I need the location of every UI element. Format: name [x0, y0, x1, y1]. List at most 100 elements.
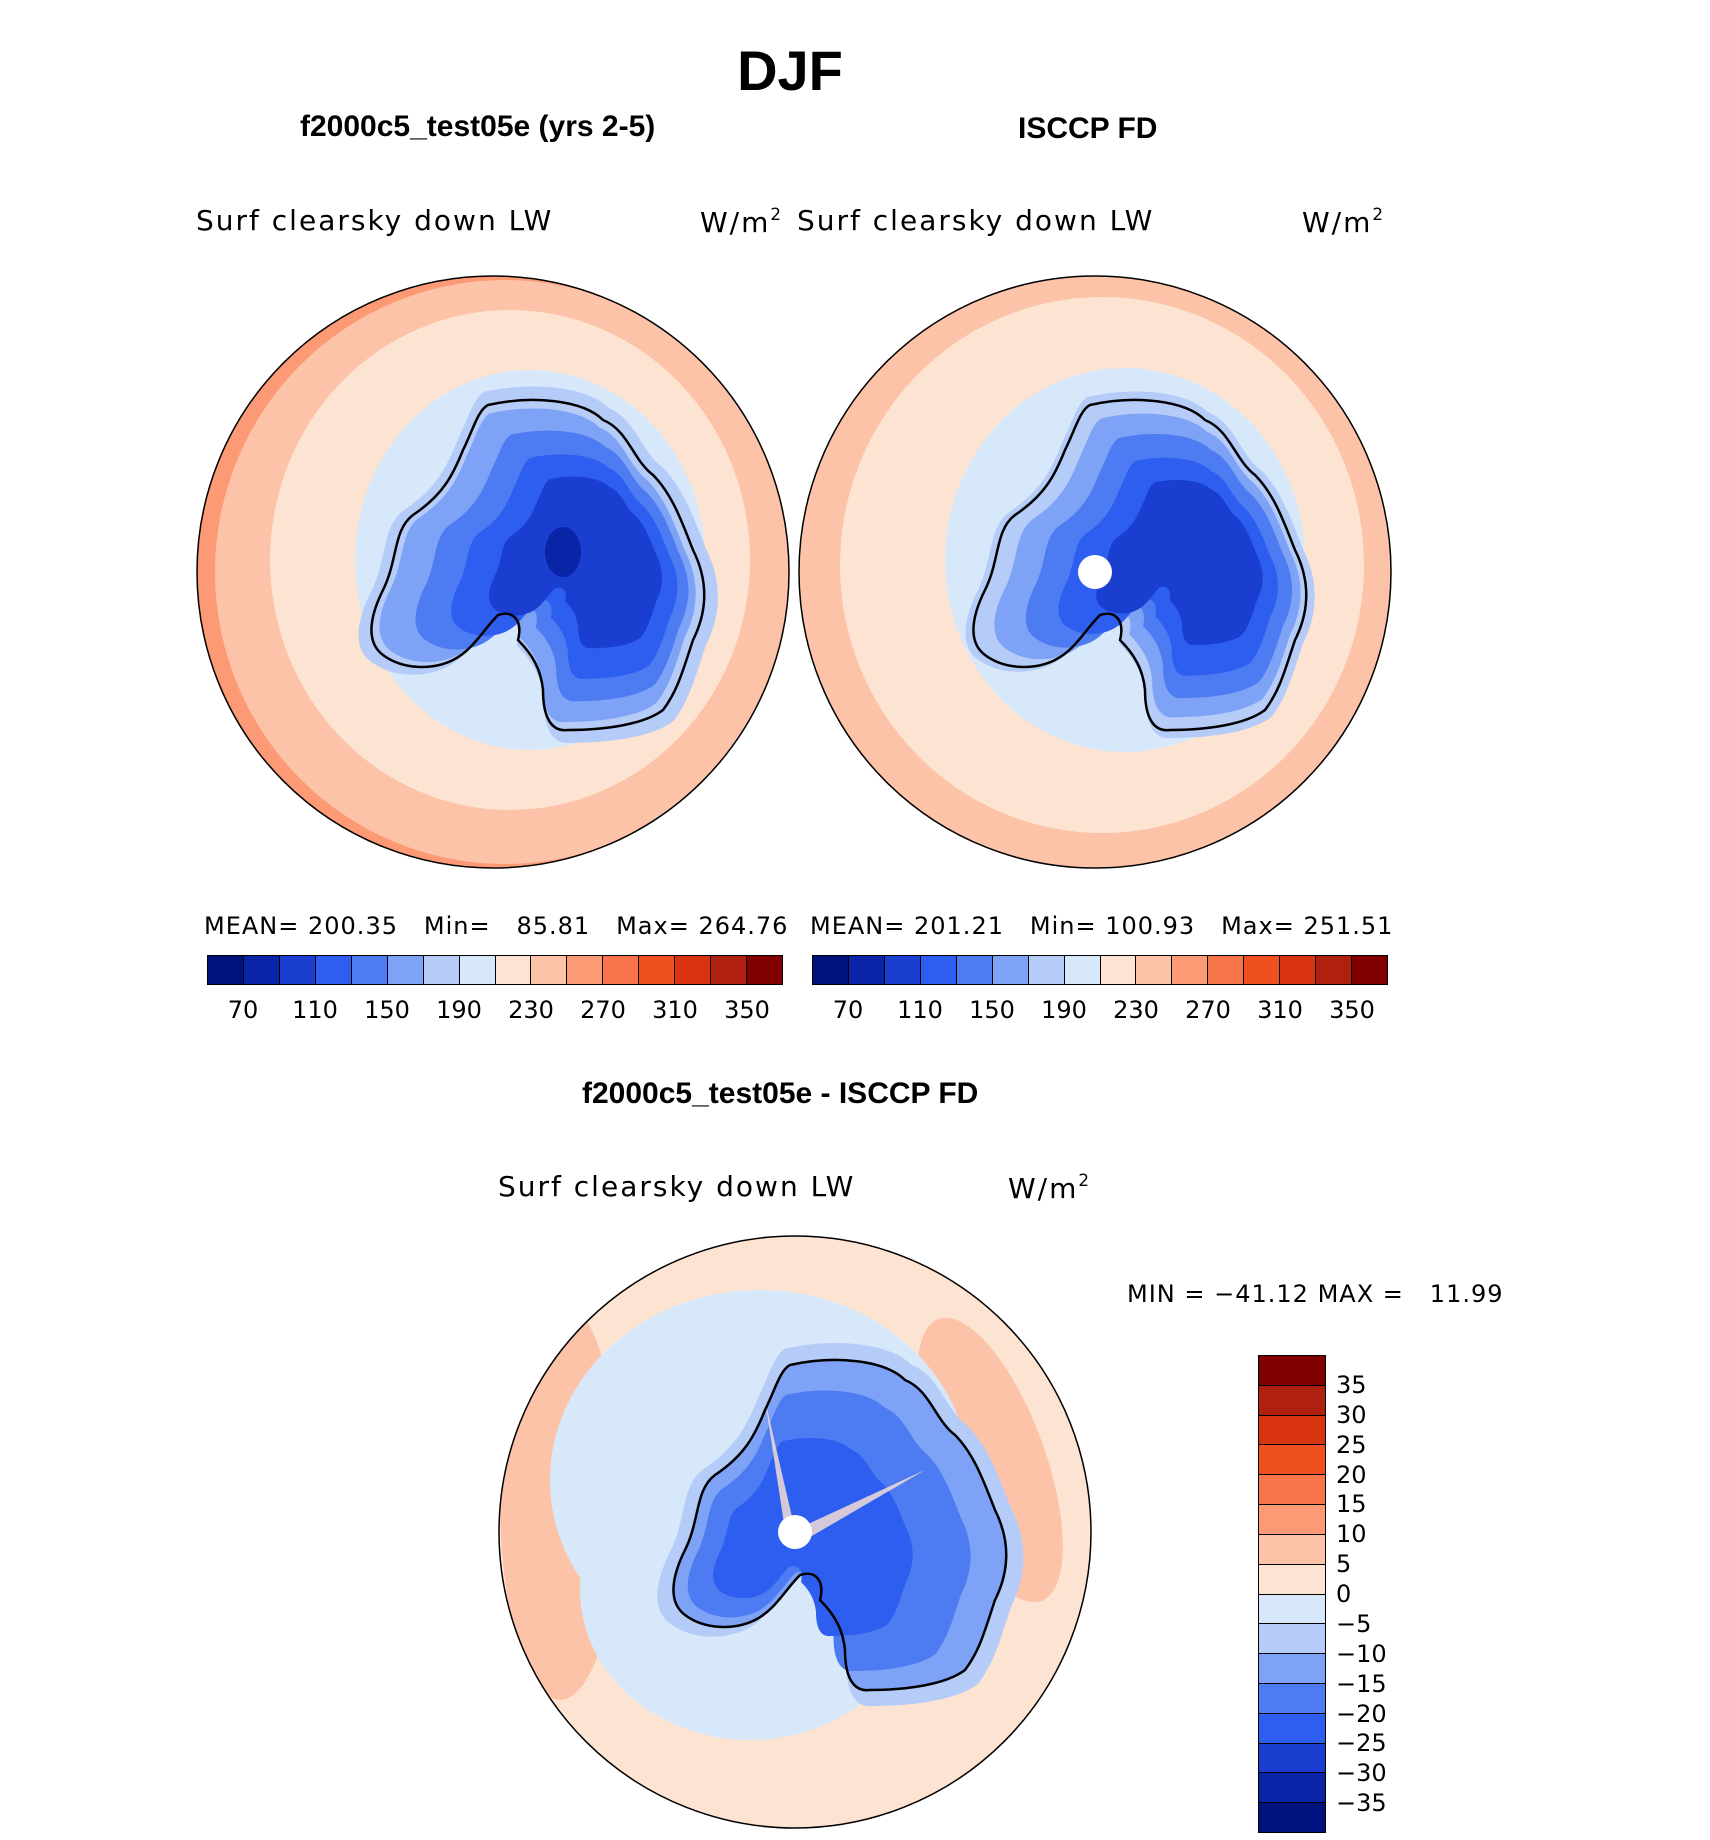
colorbar-swatch: [1100, 956, 1137, 984]
colorbar-tick-label: −20: [1336, 1699, 1387, 1728]
diff-map: [499, 1236, 1091, 1828]
panel2-title: ISCCP FD: [1018, 112, 1158, 145]
colorbar-tick-label: 5: [1336, 1550, 1352, 1579]
panel2-map: [799, 276, 1391, 868]
colorbar-swatch: [423, 956, 460, 984]
colorbar-swatch: [1259, 1594, 1325, 1625]
colorbar-swatch: [956, 956, 993, 984]
colorbar-swatch: [208, 956, 244, 984]
colorbar-swatch: [639, 956, 676, 984]
colorbar-swatch: [884, 956, 921, 984]
colorbar-swatch: [992, 956, 1029, 984]
colorbar-swatch: [1259, 1683, 1325, 1714]
colorbar-tick-label: 15: [1336, 1490, 1367, 1519]
max-label: Max=: [616, 912, 690, 940]
units-exponent: 2: [1078, 1170, 1092, 1190]
colorbar-tick-label: 20: [1336, 1460, 1367, 1489]
colorbar-swatch: [675, 956, 712, 984]
panel2-stats: MEAN= 201.21 Min= 100.93 Max= 251.51: [810, 912, 1393, 940]
colorbar-tick-label: 30: [1336, 1400, 1367, 1429]
colorbar-swatch: [711, 956, 748, 984]
diff-title: f2000c5_test05e - ISCCP FD: [582, 1077, 979, 1110]
diff-colorbar: [1258, 1355, 1326, 1833]
colorbar-swatch: [1259, 1773, 1325, 1804]
colorbar-swatch: [1259, 1445, 1325, 1476]
colorbar-tick-label: 150: [364, 996, 410, 1024]
colorbar-tick-label: 110: [897, 996, 943, 1024]
panel2-colorbar-labels: 70 110 150 190 230 270 310 350: [812, 996, 1388, 1026]
mean-label: MEAN=: [810, 912, 906, 940]
colorbar-tick-label: 70: [832, 996, 864, 1024]
diff-stats: MIN = −41.12 MAX = 11.99: [1127, 1280, 1504, 1308]
colorbar-swatch: [1208, 956, 1245, 984]
colorbar-tick-label: 230: [508, 996, 554, 1024]
colorbar-tick-label: −10: [1336, 1639, 1387, 1668]
panel1-map: [197, 276, 789, 868]
min-label: MIN =: [1127, 1280, 1206, 1308]
colorbar-swatch: [747, 956, 782, 984]
colorbar-tick-label: 35: [1336, 1370, 1367, 1399]
colorbar-tick-label: 0: [1336, 1580, 1352, 1608]
panel1-title: f2000c5_test05e (yrs 2-5): [300, 110, 656, 143]
colorbar-tick-label: 10: [1336, 1520, 1367, 1549]
colorbar-swatch: [1280, 956, 1317, 984]
colorbar-swatch: [1316, 956, 1353, 984]
colorbar-swatch: [1136, 956, 1173, 984]
panel2-colorbar: [812, 955, 1388, 985]
colorbar-swatch: [1259, 1803, 1325, 1832]
colorbar-swatch: [1259, 1624, 1325, 1655]
max-value: 251.51: [1303, 912, 1394, 940]
min-value: 85.81: [516, 912, 591, 940]
colorbar-swatch: [1259, 1415, 1325, 1446]
colorbar-tick-label: 270: [580, 996, 626, 1024]
min-value: −41.12: [1214, 1280, 1309, 1308]
colorbar-tick-label: 270: [1185, 996, 1231, 1024]
panel1-colorbar-labels: 70 110 150 190 230 270 310 350: [207, 996, 783, 1026]
colorbar-tick-label: 230: [1113, 996, 1159, 1024]
diff-colorbar-labels: 35 30 25 20 15 10 5 0 −5 −10 −15 −20 −25 −30 −35: [1336, 1355, 1416, 1833]
panel1-variable: Surf clearsky down LW: [196, 204, 554, 237]
panel1-colorbar: [207, 955, 783, 985]
colorbar-swatch: [603, 956, 640, 984]
colorbar-swatch: [813, 956, 849, 984]
units-exponent: 2: [770, 204, 784, 224]
colorbar-swatch: [1259, 1475, 1325, 1506]
colorbar-tick-label: −5: [1336, 1609, 1372, 1638]
max-label: Max=: [1221, 912, 1295, 940]
colorbar-tick-label: 310: [652, 996, 698, 1024]
colorbar-swatch: [315, 956, 352, 984]
colorbar-tick-label: 190: [436, 996, 482, 1024]
colorbar-swatch: [1259, 1356, 1325, 1386]
mean-value: 201.21: [914, 912, 1004, 940]
colorbar-swatch: [459, 956, 496, 984]
colorbar-tick-label: 310: [1257, 996, 1303, 1024]
min-value: 100.93: [1105, 912, 1196, 940]
colorbar-swatch: [1259, 1534, 1325, 1565]
colorbar-tick-label: 350: [724, 996, 770, 1024]
units-text: W/m: [700, 205, 771, 239]
units-exponent: 2: [1372, 204, 1386, 224]
colorbar-swatch: [1244, 956, 1281, 984]
colorbar-tick-label: −30: [1336, 1759, 1387, 1788]
max-value: 264.76: [698, 912, 789, 940]
colorbar-swatch: [1259, 1713, 1325, 1744]
panel2-units: W/m2: [1302, 204, 1385, 239]
panel2-variable: Surf clearsky down LW: [797, 204, 1155, 237]
colorbar-swatch: [279, 956, 316, 984]
colorbar-swatch: [1172, 956, 1209, 984]
colorbar-swatch: [495, 956, 532, 984]
min-label: Min=: [1029, 912, 1097, 940]
colorbar-swatch: [920, 956, 957, 984]
figure-title: DJF: [737, 39, 843, 102]
units-text: W/m: [1008, 1171, 1079, 1205]
colorbar-tick-label: 25: [1336, 1430, 1367, 1459]
colorbar-swatch: [387, 956, 424, 984]
panel1-stats: MEAN= 200.35 Min= 85.81 Max= 264.76: [204, 912, 788, 940]
max-value: 11.99: [1429, 1280, 1504, 1308]
colorbar-tick-label: −15: [1336, 1669, 1387, 1698]
colorbar-swatch: [848, 956, 885, 984]
colorbar-swatch: [567, 956, 604, 984]
diff-units: W/m2: [1008, 1170, 1091, 1205]
colorbar-swatch: [1352, 956, 1387, 984]
